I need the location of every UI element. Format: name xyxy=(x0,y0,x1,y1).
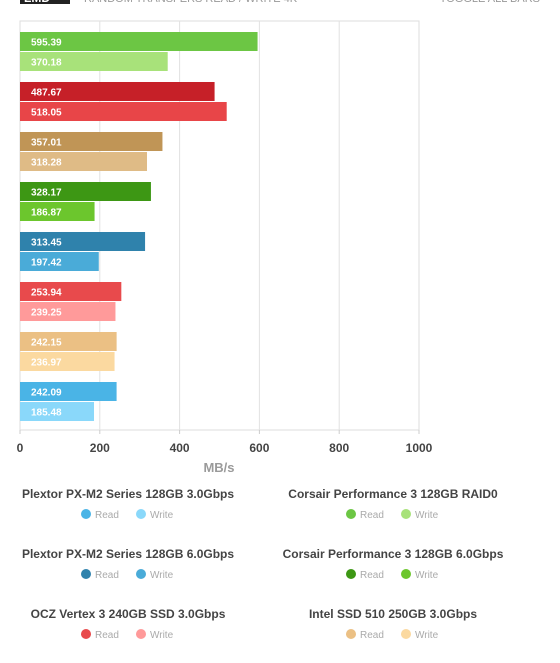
legend-read-swatch xyxy=(346,509,356,519)
header-badge-bg xyxy=(20,0,70,4)
plot-area: 0 200 400 600 800 1000 MB/s 595.39 370.18 487.67 5… xyxy=(17,20,433,475)
legend-write-swatch xyxy=(136,629,146,639)
bar-read-value: 328.17 xyxy=(31,188,62,199)
legend-write-swatch xyxy=(401,569,411,579)
legend-read-swatch xyxy=(81,569,91,579)
header-toggle: TOGGLE ALL BARS xyxy=(440,0,540,5)
bar-write xyxy=(20,52,168,71)
bar-write xyxy=(20,302,116,321)
legend-entry-title: Plextor PX-M2 Series 128GB 3.0Gbps xyxy=(22,487,234,501)
legend-write-swatch xyxy=(401,509,411,519)
bar-write xyxy=(20,102,227,121)
legend-write-label: Write xyxy=(415,510,439,521)
legend-read-swatch xyxy=(346,569,356,579)
legend-write-label: Write xyxy=(150,510,174,521)
bar-read xyxy=(20,332,117,351)
legend-read-swatch xyxy=(346,629,356,639)
bar-read xyxy=(20,232,146,251)
x-axis-title: MB/s xyxy=(203,460,234,475)
header-badge: LMD xyxy=(24,0,50,5)
bar-read-value: 242.09 xyxy=(31,388,62,399)
bar-write xyxy=(20,252,99,271)
bar-read-value: 253.94 xyxy=(31,288,62,299)
bar-read-value: 242.15 xyxy=(31,338,62,349)
bar-write xyxy=(20,402,95,421)
bar-read xyxy=(20,382,117,401)
bar-write xyxy=(20,352,115,371)
bar-read xyxy=(20,32,258,51)
legend: Plextor PX-M2 Series 128GB 3.0Gbps Read Wr… xyxy=(22,487,504,641)
bar-read xyxy=(20,182,151,201)
header-title: RANDOM TRANSFERS READ / WRITE 4K xyxy=(84,0,298,5)
legend-write-swatch xyxy=(401,629,411,639)
bar-write-value: 239.25 xyxy=(31,308,62,319)
legend-write-swatch xyxy=(136,509,146,519)
legend-write-swatch xyxy=(136,569,146,579)
legend-read-label: Read xyxy=(95,630,119,641)
bar-write-value: 518.05 xyxy=(31,108,62,119)
legend-write-label: Write xyxy=(150,570,174,581)
bar-read-value: 357.01 xyxy=(31,138,62,149)
bar-write xyxy=(20,202,95,221)
legend-read-label: Read xyxy=(95,570,119,581)
legend-entry-title: OCZ Vertex 3 240GB SSD 3.0Gbps xyxy=(31,607,226,621)
bar-write-value: 318.28 xyxy=(31,158,62,169)
x-tick-label: 400 xyxy=(170,441,190,455)
legend-write-label: Write xyxy=(415,570,439,581)
bar-read xyxy=(20,132,163,151)
legend-read-label: Read xyxy=(95,510,119,521)
bar-write-value: 236.97 xyxy=(31,358,62,369)
bar-write-value: 370.18 xyxy=(31,58,62,69)
bar-write xyxy=(20,152,147,171)
legend-read-swatch xyxy=(81,509,91,519)
x-tick-label: 200 xyxy=(90,441,110,455)
bar-write-value: 186.87 xyxy=(31,208,62,219)
legend-read-label: Read xyxy=(360,510,384,521)
legend-read-swatch xyxy=(81,629,91,639)
legend-entry-title: Corsair Performance 3 128GB RAID0 xyxy=(288,487,498,501)
legend-write-label: Write xyxy=(415,630,439,641)
x-tick-label: 0 xyxy=(17,441,24,455)
legend-entry-title: Intel SSD 510 250GB 3.0Gbps xyxy=(309,607,477,621)
chart-header: LMD RANDOM TRANSFERS READ / WRITE 4K TOGGL… xyxy=(20,0,540,5)
bar-read xyxy=(20,82,215,101)
bar-read-value: 487.67 xyxy=(31,88,62,99)
legend-read-label: Read xyxy=(360,630,384,641)
bar-read-value: 313.45 xyxy=(31,238,62,249)
bar-read-value: 595.39 xyxy=(31,38,62,49)
legend-write-label: Write xyxy=(150,630,174,641)
x-tick-label: 800 xyxy=(329,441,349,455)
bar-read xyxy=(20,282,122,301)
x-tick-label: 1000 xyxy=(406,441,433,455)
legend-entry-title: Plextor PX-M2 Series 128GB 6.0Gbps xyxy=(22,547,234,561)
bar-write-value: 185.48 xyxy=(31,408,62,419)
legend-entry-title: Corsair Performance 3 128GB 6.0Gbps xyxy=(283,547,504,561)
x-tick-label: 600 xyxy=(249,441,269,455)
legend-read-label: Read xyxy=(360,570,384,581)
bar-write-value: 197.42 xyxy=(31,258,62,269)
